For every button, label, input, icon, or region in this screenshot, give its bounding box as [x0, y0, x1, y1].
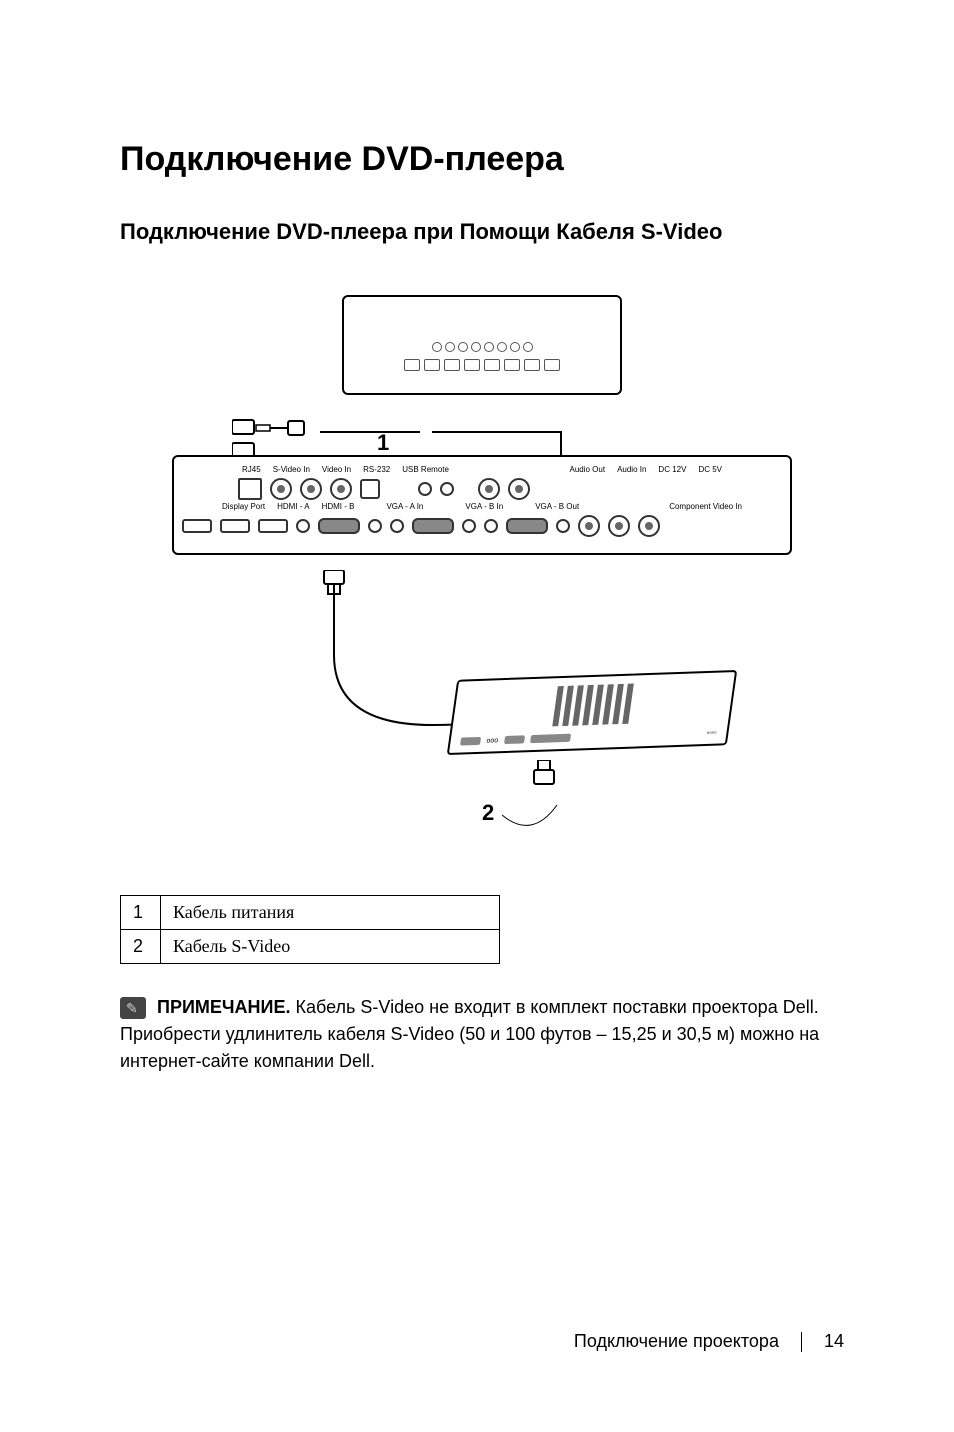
section-subtitle: Подключение DVD-плеера при Помощи Кабеля…: [120, 219, 844, 245]
component-port-icon: [638, 515, 660, 537]
callout-arc-2: [502, 785, 582, 845]
power-cable-line: [320, 431, 420, 433]
rj45-port-icon: [238, 478, 262, 500]
vga-screw-icon: [296, 519, 310, 533]
audio-in-port-icon: [440, 482, 454, 496]
parts-table: 1 Кабель питания 2 Кабель S-Video: [120, 895, 500, 964]
vga-screw-icon: [556, 519, 570, 533]
rs232-port-icon: [330, 478, 352, 500]
port-label: Audio In: [617, 465, 646, 474]
port-label: Video In: [322, 465, 351, 474]
port-label: VGA - B Out: [535, 502, 579, 511]
port-label: Audio Out: [569, 465, 605, 474]
port-label: DC 12V: [658, 465, 686, 474]
table-cell-label: Кабель питания: [161, 896, 500, 930]
note-label: ПРИМЕЧАНИЕ.: [157, 997, 290, 1017]
port-label: RJ45: [242, 465, 261, 474]
port-label: DC 5V: [698, 465, 722, 474]
table-cell-number: 1: [121, 896, 161, 930]
vga-port-icon: [318, 518, 360, 534]
port-label: VGA - A In: [386, 502, 423, 511]
vga-screw-icon: [368, 519, 382, 533]
port-label: USB Remote: [402, 465, 449, 474]
callout-number-1: 1: [377, 430, 389, 456]
connection-diagram: 1 RJ45 S-Video In Video In RS-232 USB Re…: [172, 295, 792, 835]
vga-screw-icon: [462, 519, 476, 533]
page-footer: Подключение проектора 14: [574, 1331, 844, 1352]
component-port-icon: [578, 515, 600, 537]
port-label: HDMI - B: [322, 502, 355, 511]
vga-port-icon: [506, 518, 548, 534]
port-label: RS-232: [363, 465, 390, 474]
dc12v-port-icon: [478, 478, 500, 500]
port-label: HDMI - A: [277, 502, 309, 511]
usb-port-icon: [360, 479, 380, 499]
video-port-icon: [300, 478, 322, 500]
vga-port-icon: [412, 518, 454, 534]
table-cell-number: 2: [121, 930, 161, 964]
table-row: 1 Кабель питания: [121, 896, 500, 930]
audio-out-port-icon: [418, 482, 432, 496]
projector-top-view: [342, 295, 622, 395]
port-label: VGA - B In: [465, 502, 503, 511]
footer-page-number: 14: [824, 1331, 844, 1352]
projector-port-panel: RJ45 S-Video In Video In RS-232 USB Remo…: [172, 455, 792, 555]
vga-screw-icon: [484, 519, 498, 533]
component-port-icon: [608, 515, 630, 537]
footer-divider: [801, 1332, 802, 1352]
port-label: Component Video In: [669, 502, 742, 511]
hdmi-port-icon: [258, 519, 288, 533]
callout-number-2: 2: [482, 800, 494, 826]
footer-section-name: Подключение проектора: [574, 1331, 779, 1352]
table-cell-label: Кабель S-Video: [161, 930, 500, 964]
note-icon: [120, 997, 146, 1019]
hdmi-port-icon: [220, 519, 250, 533]
dvd-player-device: ooo ▫▫▫▫: [447, 670, 738, 755]
port-label: Display Port: [222, 502, 265, 511]
power-cable-line: [432, 431, 562, 433]
vga-screw-icon: [390, 519, 404, 533]
port-label: S-Video In: [273, 465, 310, 474]
note-block: ПРИМЕЧАНИЕ. Кабель S-Video не входит в к…: [120, 994, 844, 1075]
dc5v-port-icon: [508, 478, 530, 500]
page-title: Подключение DVD-плеера: [120, 140, 844, 179]
svideo-port-icon: [270, 478, 292, 500]
table-row: 2 Кабель S-Video: [121, 930, 500, 964]
power-cable-line: [560, 433, 562, 455]
displayport-icon: [182, 519, 212, 533]
